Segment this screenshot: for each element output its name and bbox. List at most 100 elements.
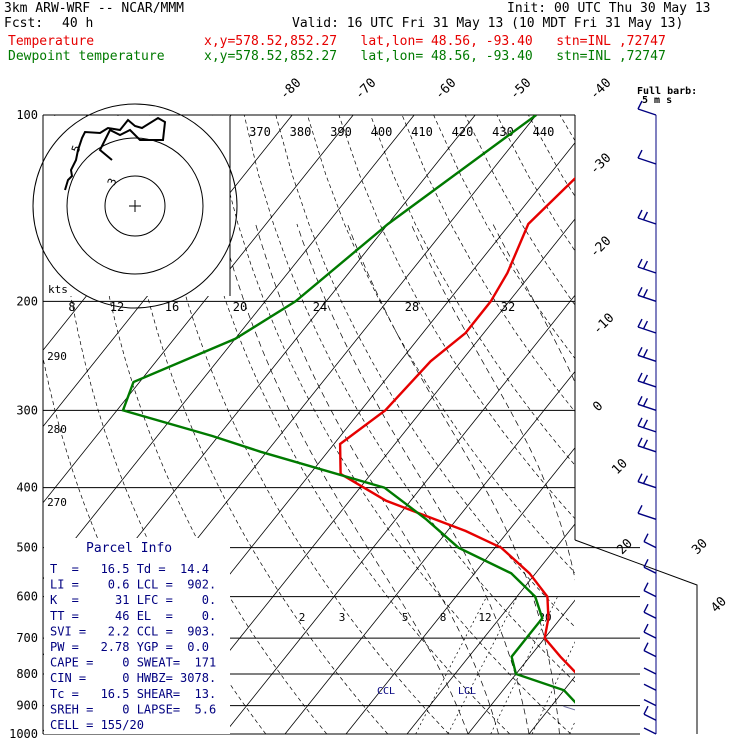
pressure-tick-label: 600 xyxy=(16,590,38,604)
wind-barb xyxy=(637,266,657,274)
dewpoint-profile xyxy=(121,115,575,704)
dry-adiabat-line xyxy=(592,115,740,734)
theta-label: 370 xyxy=(249,125,271,139)
wind-barb-flag xyxy=(637,437,643,447)
dry-adiabat-line xyxy=(370,115,575,466)
wind-barb-flag xyxy=(642,419,649,429)
wind-barb-flag xyxy=(643,558,649,568)
dry-adiabat-line xyxy=(559,115,575,142)
hodograph-ring xyxy=(104,175,166,237)
hodograph-speed-label: 16 xyxy=(165,300,179,314)
theta-label: 390 xyxy=(330,125,352,139)
isotherm-label: 40 xyxy=(708,594,730,616)
isotherm-line xyxy=(43,115,354,504)
wind-barb-flag xyxy=(637,258,643,268)
pressure-tick-label: 800 xyxy=(16,667,38,681)
isotherm-line xyxy=(223,294,575,734)
isotherm-label: 30 xyxy=(689,536,711,558)
hodograph-speed-label: 20 xyxy=(233,300,247,314)
mixing-ratio-line xyxy=(619,597,678,734)
hodograph-ring xyxy=(32,103,238,309)
pressure-tick-label: 100 xyxy=(16,108,38,122)
parcel-info-row: CIN = 0 HWBZ= 3078. xyxy=(50,671,216,685)
isotherm-line xyxy=(284,370,575,734)
hodograph-speed-label: 8 xyxy=(68,300,75,314)
pressure-tick-label: 400 xyxy=(16,481,38,495)
temperature-legend-label: Temperature xyxy=(8,34,95,49)
dry-adiabat-label: 270 xyxy=(47,496,67,509)
wind-barb xyxy=(637,326,657,334)
isotherm-line xyxy=(528,675,575,734)
barb-key-unit: 5 m s xyxy=(642,95,672,106)
dry-adiabat-line xyxy=(528,115,575,197)
model-title: 3km ARW-WRF -- NCAR/MMM xyxy=(4,1,185,16)
parcel-info-row: PW = 2.78 YGP = 0.0 xyxy=(50,640,209,654)
wind-barb xyxy=(643,667,657,675)
dry-adiabat-line xyxy=(307,115,575,574)
pressure-tick-label: 1000 xyxy=(9,727,38,740)
dry-adiabat-line xyxy=(149,115,450,734)
wind-barb xyxy=(643,699,657,707)
dry-adiabat-line xyxy=(338,115,575,520)
wind-barb-flag xyxy=(637,209,643,219)
isotherm-line xyxy=(43,115,415,580)
isotherm-line xyxy=(590,115,740,734)
wind-barb xyxy=(637,445,657,453)
parcel-info-row: Tc = 16.5 SHEAR= 13. xyxy=(50,687,216,701)
moist-adiabat-line xyxy=(712,224,740,734)
dry-adiabat-line xyxy=(180,115,511,734)
isotherm-line xyxy=(712,115,740,734)
wind-barb-flag xyxy=(642,475,649,484)
wind-barb xyxy=(637,108,657,116)
parcel-path-line xyxy=(563,705,575,711)
wind-barb xyxy=(637,294,657,303)
moist-adiabat-line xyxy=(255,223,499,734)
wind-barb-flag xyxy=(642,289,649,298)
wind-barb-flag xyxy=(642,211,649,221)
theta-label: 410 xyxy=(411,125,433,139)
hodograph-speed-label: 12 xyxy=(110,300,124,314)
pressure-tick-label: 900 xyxy=(16,699,38,713)
wind-barb-flag xyxy=(642,349,649,358)
theta-label: 380 xyxy=(290,125,312,139)
wind-barb-flag xyxy=(642,320,649,330)
parcel-info-row: SVI = 2.2 CCL = 903. xyxy=(50,624,216,638)
hodograph-speed-label: 28 xyxy=(405,300,419,314)
dry-adiabat-line xyxy=(433,115,575,360)
dry-adiabat-line xyxy=(275,115,575,628)
wind-barb-flag xyxy=(637,417,643,427)
moist-adiabat-line xyxy=(347,223,560,734)
hodograph-ring-label: 3 xyxy=(105,176,119,187)
valid-time: Valid: 16 UTC Fri 31 May 13 (10 MDT Fri … xyxy=(292,16,684,31)
dry-adiabat-line xyxy=(117,115,389,734)
isotherm-line xyxy=(406,523,575,734)
theta-label: 430 xyxy=(492,125,514,139)
wind-barb-flag xyxy=(637,505,643,514)
dry-adiabat-label: 290 xyxy=(47,350,67,363)
wind-barb-flag xyxy=(637,473,643,482)
dry-adiabat-line xyxy=(464,115,575,306)
wind-barb xyxy=(643,650,657,658)
isotherm-label: -80 xyxy=(277,76,304,103)
wind-barb-flag xyxy=(643,642,649,651)
parcel-info-row: CAPE = 0 SWEAT= 171 xyxy=(50,656,216,670)
temperature-location: x,y=578.52,852.27 lat,lon= 48.56, -93.40… xyxy=(204,34,666,49)
wind-barb xyxy=(643,566,657,574)
dry-adiabat-line xyxy=(686,115,740,734)
dry-adiabat-line xyxy=(496,115,575,252)
wind-barb xyxy=(637,512,657,521)
wind-barb xyxy=(637,403,657,412)
mixing-ratio-line xyxy=(447,596,518,734)
dry-adiabat-line xyxy=(212,115,572,734)
wind-barb-flag xyxy=(637,372,643,382)
mixing-ratio-label: 2 xyxy=(299,611,306,624)
hodograph-ring-label: 5 xyxy=(69,143,83,154)
theta-label: 420 xyxy=(452,125,474,139)
mixing-ratio-label: 5 xyxy=(402,611,409,624)
parcel-info-row: T = 16.5 Td = 14.4 xyxy=(50,562,209,576)
dewpoint-location: x,y=578.52,852.27 lat,lon= 48.56, -93.40… xyxy=(204,49,666,64)
isotherm-line xyxy=(345,447,575,734)
wind-barb-flag xyxy=(642,439,649,449)
parcel-info-background xyxy=(44,538,230,734)
